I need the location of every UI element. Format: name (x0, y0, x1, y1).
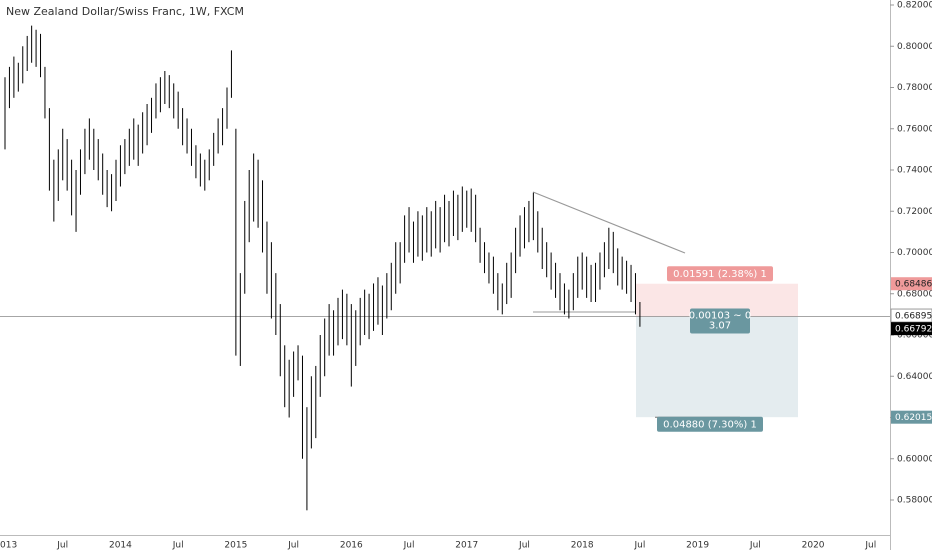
ratio-label: 3.07 (709, 321, 731, 332)
x-tick-label: 2018 (571, 541, 594, 550)
target-price-tag: 0.62015 (895, 413, 932, 423)
stop-price-tag: 0.68486 (895, 280, 932, 290)
entry-price-tag-bg (890, 308, 932, 323)
x-tick-label: Jul (749, 541, 761, 550)
y-tick-label: 0.72000 (897, 207, 932, 217)
y-tick-label: 0.82000 (897, 1, 932, 11)
stop-label: 0.01591 (2.38%) 1 (673, 269, 767, 280)
y-tick-label: 0.80000 (897, 42, 932, 52)
trend-line (532, 191, 686, 254)
x-tick-label: 2019 (686, 541, 709, 550)
stop-price-tag-bg (891, 277, 932, 291)
y-tick-label: 0.66000 (897, 331, 932, 341)
x-tick-label: 2017 (455, 541, 478, 550)
x-tick-label: Jul (56, 541, 68, 550)
x-tick-label: Jul (172, 541, 184, 550)
x-tick-label: Jul (864, 541, 876, 550)
last-price-tag-bg (891, 322, 932, 336)
x-tick-label: Jul (633, 541, 645, 550)
entry-label: 0.00103 ~ 0 (689, 311, 751, 322)
x-tick-label: Jul (403, 541, 415, 550)
y-tick-label: 0.70000 (897, 248, 932, 258)
x-tick-label: 2014 (109, 541, 132, 550)
entry-price-tag: 0.66895 (895, 312, 932, 322)
y-tick-label: 0.60000 (897, 454, 932, 464)
last-price-tag: 0.66792 (895, 325, 932, 335)
y-tick-label: 0.78000 (897, 83, 932, 93)
x-tick-label: 013 (0, 541, 17, 550)
chart-title: New Zealand Dollar/Swiss Franc, 1W, FXCM (6, 5, 244, 18)
y-tick-label: 0.64000 (897, 372, 932, 382)
y-tick-label: 0.68000 (897, 289, 932, 299)
y-tick-label: 0.74000 (897, 166, 932, 176)
target-label-bg (657, 416, 763, 432)
entry-label-bg (690, 308, 750, 334)
x-tick-label: Jul (518, 541, 530, 550)
x-tick-label: 2020 (802, 541, 825, 550)
x-tick-label: 2015 (224, 541, 247, 550)
target-label: 0.04880 (7.30%) 1 (663, 420, 757, 431)
y-tick-label: 0.58000 (897, 496, 932, 506)
target-price-tag-bg (891, 410, 932, 424)
stop-label-bg (667, 266, 773, 282)
y-tick-label: 0.76000 (897, 124, 932, 134)
x-tick-label: Jul (287, 541, 299, 550)
x-tick-label: 2016 (340, 541, 363, 550)
